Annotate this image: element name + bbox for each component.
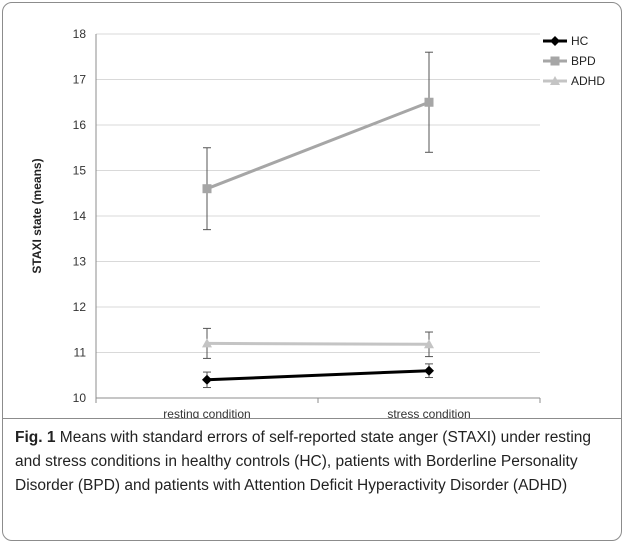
y-tick-label: 17 xyxy=(73,73,87,87)
legend-marker-hc xyxy=(550,36,560,46)
caption-text: Means with standard errors of self-repor… xyxy=(15,429,592,494)
data-point-adhd xyxy=(202,338,212,348)
x-tick-label: stress condition xyxy=(387,407,470,418)
figure-caption: Fig. 1 Means with standard errors of sel… xyxy=(15,426,611,498)
y-tick-label: 15 xyxy=(73,164,87,178)
y-tick-label: 13 xyxy=(73,255,87,269)
y-tick-label: 16 xyxy=(73,118,87,132)
data-point-bpd xyxy=(202,184,212,194)
legend-marker-adhd xyxy=(550,76,560,85)
line-chart: 10 11 12 13 14 15 16 17 18 resting condition stres… xyxy=(30,27,605,421)
data-point-adhd xyxy=(424,339,434,349)
y-tick-label: 14 xyxy=(73,209,87,223)
data-point-hc xyxy=(424,365,434,376)
data-point-hc xyxy=(202,374,212,385)
x-tick-label: resting condition xyxy=(163,407,250,418)
legend-label-bpd: BPD xyxy=(571,54,596,68)
caption-divider xyxy=(3,418,621,419)
y-axis-label: STAXI state (means) xyxy=(30,158,44,273)
series-line-hc xyxy=(206,369,430,382)
legend-label-hc: HC xyxy=(571,34,589,48)
series-line-bpd xyxy=(206,100,430,191)
y-tick-label: 11 xyxy=(74,346,87,360)
figure-frame: 10 11 12 13 14 15 16 17 18 resting condition stres… xyxy=(2,2,622,541)
caption-label: Fig. 1 xyxy=(15,429,56,446)
y-tick-label: 10 xyxy=(73,391,87,405)
legend-label-adhd: ADHD xyxy=(571,74,605,88)
chart-area: 10 11 12 13 14 15 16 17 18 resting condition stres… xyxy=(3,3,621,421)
y-tick-label: 18 xyxy=(73,27,87,41)
data-point-bpd xyxy=(424,97,434,107)
y-tick-label: 12 xyxy=(73,300,87,314)
legend-marker-bpd xyxy=(550,56,560,66)
series-line-adhd xyxy=(206,341,430,346)
